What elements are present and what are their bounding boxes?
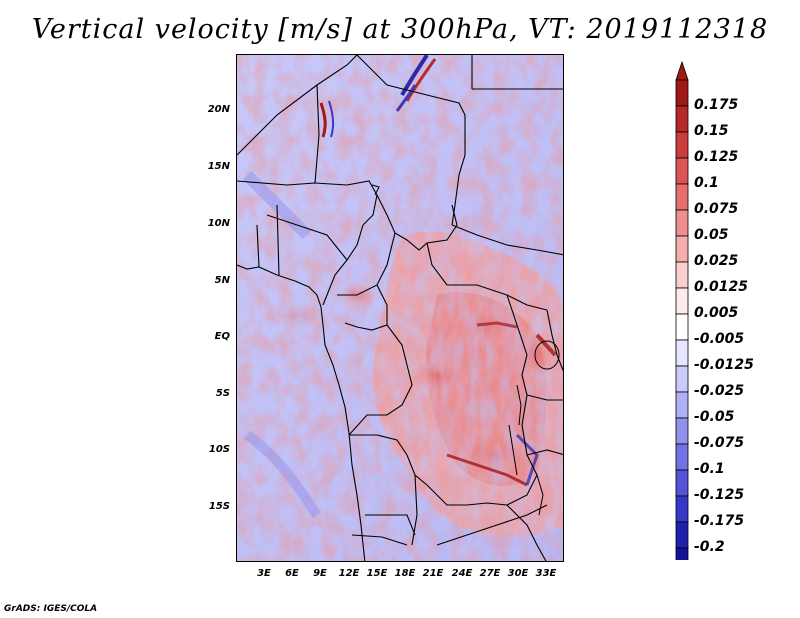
colorbar-label: -0.005: [694, 331, 745, 347]
colorbar-swatch: [675, 261, 689, 289]
lat-label: 20N: [207, 104, 230, 115]
colorbar-label: -0.025: [694, 383, 745, 399]
colorbar-swatch: [675, 443, 689, 471]
chart-title: Vertical velocity [m/s] at 300hPa, VT: 2…: [31, 14, 769, 45]
colorbar-swatch: [675, 339, 689, 367]
lon-label: 18E: [394, 568, 416, 579]
colorbar-label: -0.0125: [694, 357, 754, 373]
colorbar-swatch: [675, 495, 689, 523]
colorbar-label: -0.125: [694, 487, 745, 503]
colorbar-label: 0.0125: [694, 279, 749, 295]
colorbar-swatch: [675, 547, 689, 560]
colorbar-swatch: [675, 235, 689, 263]
colorbar-top-arrow: [675, 60, 689, 81]
grads-credit: GrADS: IGES/COLA: [4, 604, 98, 614]
lat-label: 15S: [208, 501, 230, 512]
lat-label: 10S: [208, 444, 230, 455]
lon-label: 3E: [257, 568, 271, 579]
colorbar-label: 0.15: [694, 123, 729, 139]
colorbar-swatch: [675, 365, 689, 393]
lon-label: 9E: [313, 568, 327, 579]
colorbar-swatch: [675, 157, 689, 185]
colorbar: [675, 60, 689, 560]
colorbar-label: -0.1: [694, 461, 725, 477]
colorbar-label: -0.075: [694, 435, 745, 451]
colorbar-swatch: [675, 105, 689, 133]
lat-label: 5N: [214, 275, 230, 286]
lon-label: 33E: [535, 568, 557, 579]
colorbar-label: 0.175: [694, 97, 739, 113]
colorbar-swatch: [675, 391, 689, 419]
country-boundaries: [237, 55, 563, 561]
colorbar-swatch: [675, 287, 689, 315]
lakes: [371, 184, 560, 516]
colorbar-label: 0.075: [694, 201, 739, 217]
colorbar-label: 0.125: [694, 149, 739, 165]
lat-label: 15N: [207, 161, 230, 172]
lon-label: 6E: [285, 568, 299, 579]
lat-label: EQ: [214, 331, 230, 342]
colorbar-swatch: [675, 417, 689, 445]
lon-label: 24E: [451, 568, 473, 579]
map-frame: [236, 54, 564, 562]
vertical-velocity-map: [237, 55, 563, 561]
colorbar-label: -0.175: [694, 513, 745, 529]
lon-label: 15E: [366, 568, 388, 579]
colorbar-swatch: [675, 521, 689, 549]
colorbar-label: 0.05: [694, 227, 729, 243]
colorbar-swatch: [675, 183, 689, 211]
colorbar-swatch: [675, 313, 689, 341]
lat-label: 5S: [215, 388, 230, 399]
lon-label: 30E: [507, 568, 529, 579]
lon-label: 27E: [479, 568, 501, 579]
colorbar-label: -0.2: [694, 539, 725, 555]
lon-label: 12E: [338, 568, 360, 579]
lon-label: 21E: [422, 568, 444, 579]
colorbar-label: 0.025: [694, 253, 739, 269]
colorbar-swatch: [675, 79, 689, 107]
colorbar-swatch: [675, 209, 689, 237]
colorbar-swatch: [675, 131, 689, 159]
colorbar-label: -0.05: [694, 409, 735, 425]
colorbar-swatch: [675, 469, 689, 497]
colorbar-label: 0.1: [694, 175, 719, 191]
colorbar-label: 0.005: [694, 305, 739, 321]
lat-label: 10N: [207, 218, 230, 229]
